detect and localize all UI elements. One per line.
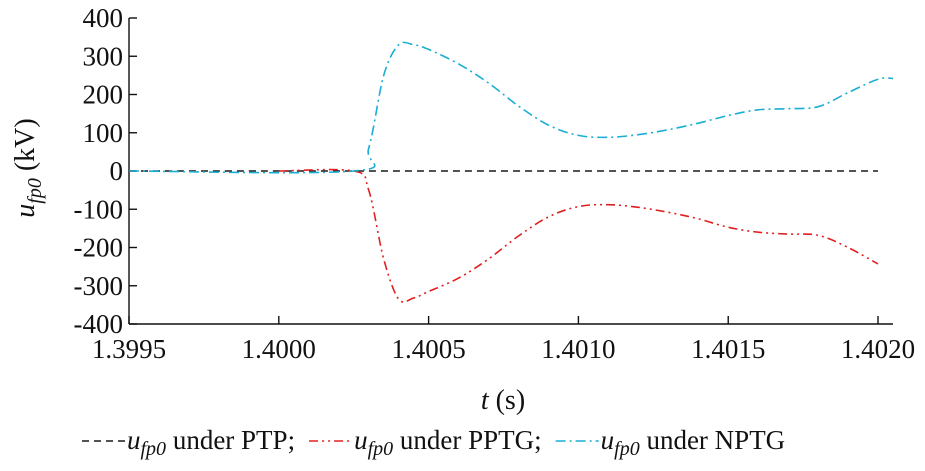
x-axis-unit: (s)	[489, 385, 526, 416]
y-tick-label: -300	[74, 271, 124, 301]
legend: ufp0 under PTP; ufp0 under PPTG; ufp0 unde…	[82, 425, 785, 460]
x-tick-label: 1.4010	[541, 334, 615, 364]
x-tick-label: 1.4020	[841, 334, 915, 364]
y-tick-label: -400	[74, 309, 124, 339]
y-tick-label: 400	[83, 3, 124, 33]
legend-entry-3: ufp0 under NPTG	[601, 425, 786, 460]
y-axis-sub: fp0	[24, 178, 46, 204]
series-line-3	[128, 41, 894, 174]
y-tick-label: -100	[74, 194, 124, 224]
y-tick-label: -200	[74, 233, 124, 263]
x-tick-label: 1.4015	[691, 334, 765, 364]
y-axis-label: ufp0 (kV)	[10, 118, 46, 217]
x-tick-label: 1.3995	[92, 334, 166, 364]
y-tick-label: 300	[83, 41, 124, 71]
series-line-2	[278, 168, 879, 303]
series-group	[128, 41, 894, 303]
legend-entry-1: ufp0 under PTP;	[127, 425, 295, 460]
y-axis-unit: (kV)	[10, 118, 41, 178]
y-tick-label: 0	[110, 156, 124, 186]
legend-entry-2: ufp0 under PPTG;	[354, 425, 542, 460]
x-axis-var: t	[481, 385, 490, 416]
y-tick-label: 200	[83, 80, 124, 110]
y-axis-var: u	[10, 204, 41, 218]
x-tick-label: 1.4000	[242, 334, 316, 364]
y-tick-label: 100	[83, 118, 124, 148]
x-tick-label: 1.4005	[391, 334, 465, 364]
x-axis-label: t (s)	[481, 385, 525, 416]
